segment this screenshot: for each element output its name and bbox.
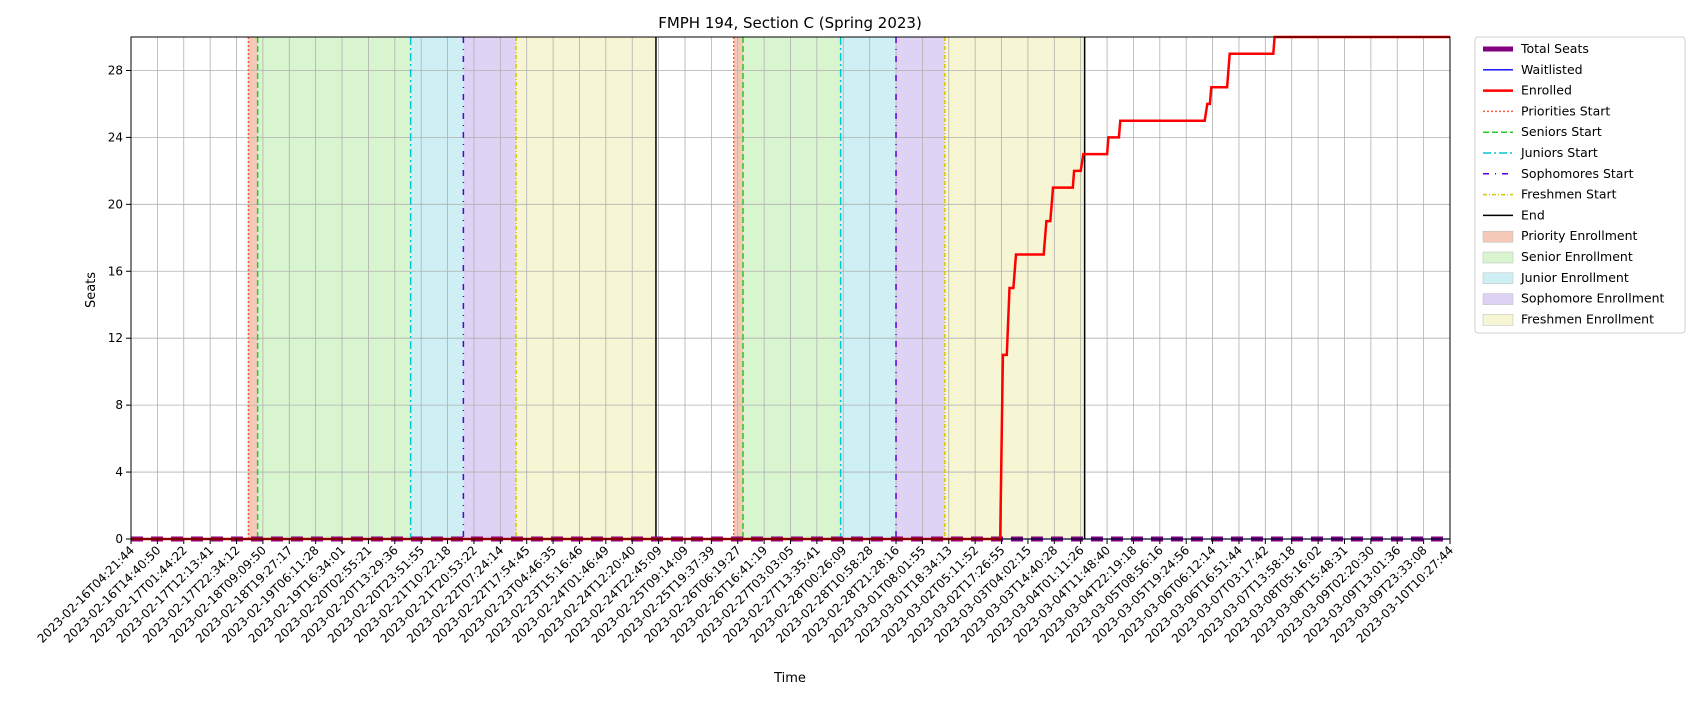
legend-label: Total Seats [1520,41,1589,56]
shade-senior-0 [257,37,411,539]
legend-label: Freshmen Enrollment [1521,311,1654,326]
y-tick-label: 12 [108,331,123,345]
legend-label: Freshmen Start [1521,187,1617,202]
legend-label: Waitlisted [1521,62,1583,77]
legend-swatch-priority-enrollment [1482,230,1514,243]
legend-label: Seniors Start [1521,124,1602,139]
series-line-enrolled [131,35,1450,541]
grid-layer [130,37,1451,540]
shading-layer [248,37,1085,539]
shade-sophomore-0 [463,37,517,539]
x-axis-label: Time [773,671,806,686]
shade-senior-1 [743,37,841,539]
y-tick-label: 28 [108,63,123,77]
phase-lines-layer [247,37,1086,539]
legend-label: Priorities Start [1521,103,1610,118]
legend: Total Seats Waitlisted Enrolled Priorities … [1474,36,1686,334]
y-tick-label: 20 [108,197,123,211]
shade-priority-1 [733,37,744,539]
legend-label: End [1521,207,1545,222]
legend-label: Priority Enrollment [1521,228,1638,243]
axis-layer: 04812162024282023-02-16T04:21:442023-02-… [35,36,1456,646]
shade-priority-0 [248,37,258,539]
legend-label: Sophomores Start [1521,166,1634,181]
shade-junior-1 [840,37,897,539]
legend-label: Sophomore Enrollment [1521,291,1665,306]
legend-swatch-senior-enrollment [1482,251,1514,264]
shade-sophomore-1 [896,37,945,539]
y-tick-label: 16 [108,264,123,278]
y-tick-label: 0 [115,532,123,546]
shade-junior-0 [410,37,464,539]
legend-label: Enrolled [1521,83,1572,98]
shade-freshmen-0 [516,37,656,539]
y-tick-label: 24 [108,130,123,144]
y-tick-label: 4 [115,465,123,479]
shade-freshmen-1 [944,37,1085,539]
legend-swatch-junior-enrollment [1482,272,1514,285]
legend-label: Senior Enrollment [1521,249,1633,264]
y-tick-label: 8 [115,398,123,412]
legend-swatch-freshmen-enrollment [1482,314,1514,326]
legend-label: Junior Enrollment [1520,270,1629,285]
chart-title: FMPH 194, Section C (Spring 2023) [658,14,922,32]
legend-box [1474,36,1686,334]
legend-label: Juniors Start [1520,145,1598,160]
legend-swatch-sophomore-enrollment [1482,293,1514,305]
y-axis-label: Seats [84,272,99,308]
